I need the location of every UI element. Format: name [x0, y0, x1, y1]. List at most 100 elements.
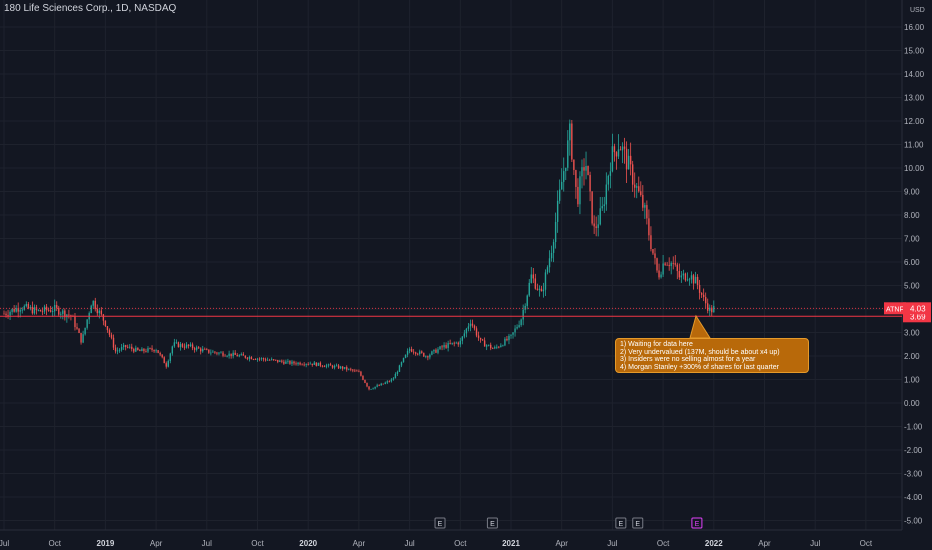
candle-body [153, 349, 155, 352]
candle-body [417, 353, 419, 355]
candle-body [378, 385, 380, 387]
candle-body [423, 352, 425, 357]
time-axis-label: Jul [404, 539, 414, 548]
earnings-marker[interactable] [632, 517, 644, 529]
candle-body [21, 309, 23, 311]
candle-body [329, 364, 332, 366]
candle-body [518, 325, 520, 327]
candle-body [277, 359, 279, 362]
candle-body [384, 382, 386, 384]
candle-body [13, 309, 15, 312]
time-axis-label: Jul [0, 539, 9, 548]
candle-body [611, 146, 614, 172]
earnings-marker[interactable] [434, 517, 446, 529]
candle-body [421, 351, 423, 353]
candle-body [240, 354, 242, 356]
candle-body [638, 186, 640, 192]
candle-body [116, 350, 119, 352]
candle-body [19, 310, 21, 312]
candle-body [500, 345, 502, 348]
candle-body [90, 305, 92, 314]
candle-body [609, 171, 612, 176]
candle-body [615, 152, 618, 157]
chart-title: 180 Life Sciences Corp., 1D, NASDAQ [4, 3, 177, 14]
candle-body [398, 365, 401, 372]
candle-body [585, 165, 587, 171]
candle-body [577, 186, 579, 205]
price-axis-label: 15.00 [904, 47, 925, 56]
candle-body [631, 164, 634, 185]
candle-body [228, 353, 230, 356]
candle-body [165, 363, 167, 367]
candle-body [291, 361, 293, 364]
symbol-label: ATNF [886, 306, 904, 313]
candle-body [526, 295, 528, 306]
candle-body [232, 352, 234, 357]
candle-body [431, 351, 433, 355]
candle-body [698, 285, 701, 293]
candle-body [74, 316, 76, 328]
candles [3, 119, 715, 391]
candle-body [522, 309, 524, 320]
candle-body [210, 352, 212, 354]
candle-body [425, 356, 427, 357]
candle-body [275, 359, 277, 361]
candle-body [350, 368, 352, 370]
earnings-marker[interactable] [691, 517, 703, 529]
candle-body [47, 310, 50, 311]
candle-body [457, 342, 459, 345]
candle-body [453, 342, 455, 344]
candle-body [169, 353, 171, 361]
candle-body [84, 327, 86, 335]
candle-body [250, 357, 253, 360]
candle-body [62, 310, 64, 314]
candle-body [191, 344, 194, 349]
candle-body [565, 167, 567, 172]
candle-body [5, 313, 7, 315]
candle-body [17, 308, 19, 312]
annotation-line: 1) Waiting for data here [620, 341, 693, 348]
candle-body [662, 263, 664, 275]
candle-body [406, 350, 409, 355]
candle-body [402, 357, 405, 363]
candle-body [658, 270, 660, 278]
candle-body [634, 184, 636, 188]
candle-body [155, 350, 157, 352]
candle-body [204, 348, 206, 350]
candle-body [64, 310, 66, 318]
candle-body [295, 363, 297, 365]
candle-body [368, 386, 370, 390]
candle-body [344, 367, 346, 369]
last-price-label: 4.03 [910, 304, 926, 313]
candle-body [139, 349, 141, 352]
candle-body [445, 345, 447, 348]
time-axis-label: Oct [251, 539, 264, 548]
candle-body [220, 352, 222, 354]
annotation-callout[interactable]: 1) Waiting for data here 2) Very underva… [615, 338, 809, 373]
candle-body [408, 349, 411, 351]
candle-body [534, 278, 537, 289]
candle-body [648, 218, 650, 236]
support-price-label: 3.69 [910, 312, 926, 321]
time-axis-label: 2020 [299, 539, 317, 548]
candle-body [339, 366, 342, 369]
candle-body [3, 313, 5, 315]
candle-body [157, 350, 159, 354]
earnings-marker-label: E [635, 521, 640, 528]
candle-body [435, 349, 437, 353]
time-axis-label: Jul [810, 539, 820, 548]
candle-body [224, 355, 226, 357]
candle-body [70, 315, 72, 317]
candle-body [652, 249, 654, 254]
candle-body [327, 364, 330, 366]
earnings-marker[interactable] [486, 517, 498, 529]
candle-body [404, 354, 407, 358]
candle-body [542, 289, 545, 292]
price-axis-label: -1.00 [904, 423, 923, 432]
earnings-marker[interactable] [615, 517, 627, 529]
candle-body [177, 342, 180, 348]
price-axis-label: 16.00 [904, 23, 925, 32]
time-axis-label: Oct [48, 539, 61, 548]
price-axis-label: -4.00 [904, 493, 923, 502]
